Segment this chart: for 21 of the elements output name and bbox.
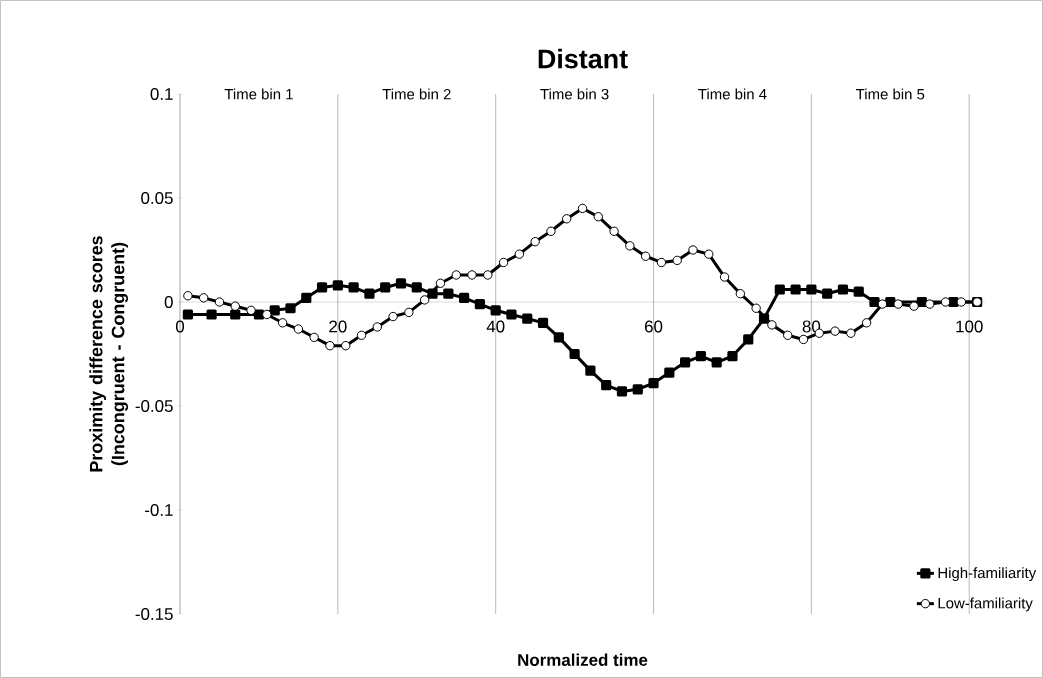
legend-label: Low-familiarity bbox=[938, 597, 1033, 612]
x-tick-label: 100 bbox=[956, 320, 983, 333]
x-tick-label: 40 bbox=[486, 320, 505, 333]
y-tick-label: -0.05 bbox=[135, 400, 173, 412]
y-tick-label: 0 bbox=[164, 296, 173, 308]
annotation: Time bin 1 bbox=[224, 88, 293, 100]
annotation: Time bin 3 bbox=[540, 88, 609, 100]
annotation: Time bin 5 bbox=[856, 88, 925, 100]
x-tick-label: 60 bbox=[644, 320, 663, 333]
annotation: Time bin 2 bbox=[382, 88, 451, 100]
x-axis-title: Normalized time bbox=[518, 653, 648, 666]
y-tick-label: 0.1 bbox=[150, 88, 173, 100]
annotation: Time bin 4 bbox=[698, 88, 767, 100]
y-tick-label: -0.1 bbox=[145, 504, 173, 516]
chart-title: Distant bbox=[538, 48, 628, 69]
y-axis-title: Proximity difference scores (Incongruent - Congruent) bbox=[89, 236, 129, 472]
y-tick-label: 0.05 bbox=[141, 192, 173, 204]
x-tick-label: 0 bbox=[175, 320, 185, 333]
legend-label: High-familiarity bbox=[938, 567, 1037, 582]
y-tick-label: -0.15 bbox=[135, 608, 173, 620]
x-tick-label: 20 bbox=[329, 320, 347, 333]
